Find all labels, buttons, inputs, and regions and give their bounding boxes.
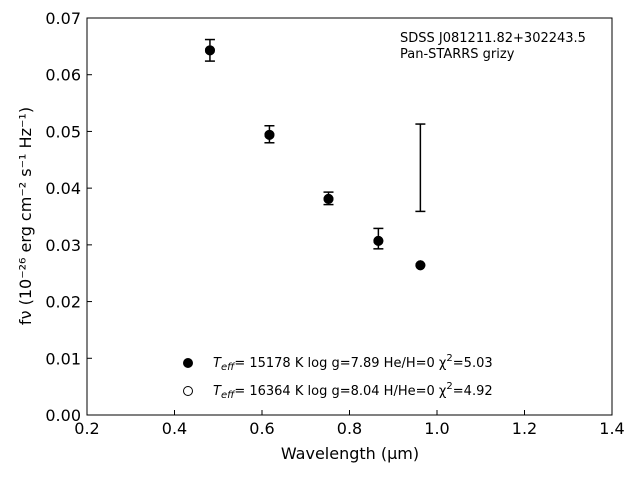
y-tick-label: 0.07 — [45, 9, 81, 28]
legend-entry-2: Teff= 16364 K log g=8.04 H/He=0 χ2=4.92 — [213, 381, 493, 401]
model-points — [204, 45, 426, 271]
legend-teff-subscript: eff — [221, 362, 236, 373]
model-point-open — [323, 193, 334, 204]
legend-chi-value: =4.92 — [453, 384, 493, 399]
legend-entry-1: Teff= 15178 K log g=7.89 He/H=0 χ2=5.03 — [213, 353, 493, 373]
y-tick-label: 0.04 — [45, 179, 81, 198]
y-axis-title: fν (10⁻²⁶ erg cm⁻² s⁻¹ Hz⁻¹) — [16, 107, 35, 325]
model-point-open — [415, 260, 426, 271]
legend-entry-text: = 16364 K log g=8.04 H/He=0 χ — [234, 384, 447, 399]
legend: Teff= 15178 K log g=7.89 He/H=0 χ2=5.03 … — [183, 353, 493, 401]
model-point-open — [264, 129, 275, 140]
x-tick-label: 0.4 — [162, 419, 187, 438]
x-axis-title: Wavelength (μm) — [281, 444, 419, 463]
y-tick-label: 0.05 — [45, 122, 81, 141]
annotation-line-1: SDSS J081211.82+302243.5 — [400, 31, 586, 46]
model-point-open — [373, 235, 384, 246]
model-point-open — [204, 45, 215, 56]
observed-error-bar — [415, 123, 426, 213]
error-bars — [204, 38, 426, 250]
y-tick-label: 0.01 — [45, 349, 81, 368]
legend-chi-superscript: 2 — [446, 381, 452, 392]
legend-teff-symbol: T — [213, 384, 222, 399]
annotation-line-2: Pan-STARRS grizy — [400, 47, 515, 62]
legend-chi-superscript: 2 — [446, 353, 452, 364]
y-tick-label: 0.02 — [45, 293, 81, 312]
legend-teff-subscript: eff — [221, 390, 236, 401]
legend-chi-value: =5.03 — [453, 356, 493, 371]
y-tick-label: 0.06 — [45, 66, 81, 85]
legend-teff-symbol: T — [213, 356, 222, 371]
y-tick-label: 0.00 — [45, 406, 81, 425]
x-tick-label: 1.0 — [424, 419, 449, 438]
y-tick-label: 0.03 — [45, 236, 81, 255]
x-tick-label: 1.2 — [512, 419, 537, 438]
x-tick-label: 1.4 — [599, 419, 624, 438]
legend-marker-filled — [183, 358, 193, 368]
y-ticks: 0.00 0.01 0.02 0.03 0.04 0.05 0.06 0.07 — [45, 9, 92, 425]
x-tick-label: 0.2 — [74, 419, 99, 438]
x-ticks: 0.2 0.4 0.6 0.8 1.0 1.2 1.4 — [74, 410, 625, 438]
legend-marker-open — [183, 386, 193, 396]
x-tick-label: 0.8 — [337, 419, 362, 438]
legend-entry-text: = 15178 K log g=7.89 He/H=0 χ — [234, 356, 447, 371]
x-tick-label: 0.6 — [249, 419, 274, 438]
